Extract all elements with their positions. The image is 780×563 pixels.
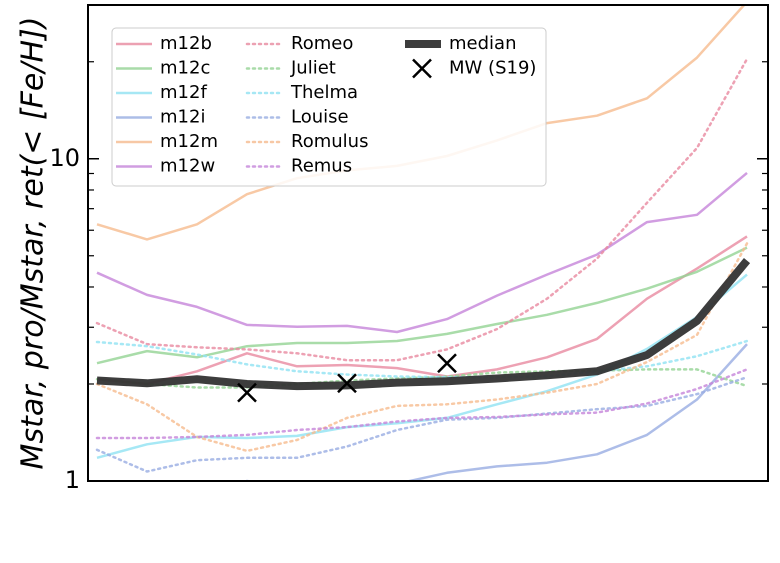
marker [337,373,357,394]
legend-label: Remus [291,156,352,177]
legend-label: Thelma [290,82,358,103]
series-line [95,375,749,473]
legend-label: Romulus [291,131,368,152]
legend-label: Juliet [290,58,336,79]
series-line [95,368,749,440]
series-line [242,343,748,481]
series-line [96,273,748,460]
y-tick-label: 10 [49,144,80,172]
legend-label: median [449,33,516,54]
legend-box [111,27,547,187]
series-line [95,242,749,453]
series-line [95,368,749,389]
series-line [96,171,748,334]
legend-label: Louise [291,107,349,128]
legend: m12b m12c m12f m12i m12m m12w Romeo Juliet Thelm… [111,27,547,187]
marker-x [437,353,457,374]
legend-label: m12b [160,33,212,54]
series-line [95,339,749,379]
y-axis-label: Mstar, pro/Mstar, ret(< [Fe/H]) [16,17,51,470]
legend-label: m12c [160,58,210,79]
legend-label: MW (S19) [449,58,536,79]
series-line [95,57,749,362]
legend-label: m12i [160,107,205,128]
marker-x [337,373,357,394]
legend-label: m12f [160,82,207,103]
marker [412,58,432,79]
legend-label: m12w [160,156,215,177]
series-line [96,258,751,391]
marker [437,353,457,374]
plot-area [95,5,751,481]
frame [87,4,769,482]
marker [237,382,257,403]
marker-x [237,382,257,403]
series-line [96,235,748,386]
legend-label: m12m [160,131,218,152]
legend-label: Romeo [291,33,353,54]
y-tick-label: 1 [65,466,80,494]
marker-x [412,58,432,79]
